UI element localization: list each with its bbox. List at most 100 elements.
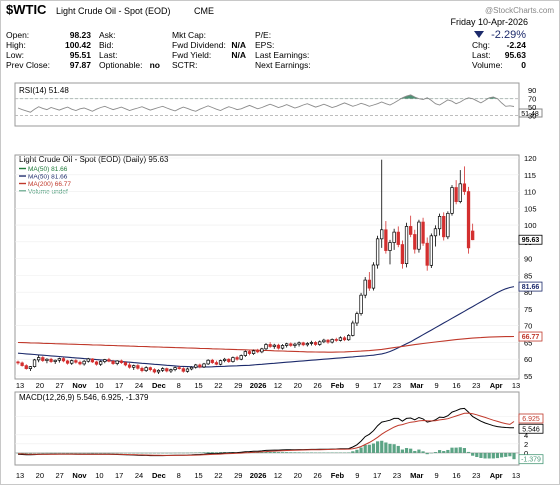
- x-tick-label: 23: [393, 471, 401, 480]
- x-tick-label: 13: [512, 381, 520, 390]
- ma200-value-label-box: [518, 331, 543, 342]
- macd-last-box: [518, 413, 544, 424]
- x-tick-label: Apr: [490, 381, 503, 390]
- candle-body: [74, 360, 78, 363]
- candle-body: [351, 322, 355, 336]
- candle-body: [301, 342, 305, 346]
- price-y-tick: 100: [524, 221, 537, 230]
- change-percent: -2.29%: [491, 29, 526, 41]
- macd-histogram-bar: [450, 447, 454, 453]
- x-tick-label: 2026: [250, 471, 267, 480]
- stats-table: Open: 98.23 High: 100.42 Low: 95.51 Prev Close…: [6, 30, 526, 70]
- macd-histogram-bar: [272, 451, 276, 453]
- ma50-value-label: 81.66: [522, 284, 540, 291]
- x-tick-label: 9: [435, 381, 439, 390]
- stat-value: 97.87: [70, 60, 92, 70]
- candle-body: [359, 294, 363, 314]
- stat-label: Ask:: [99, 30, 116, 40]
- candle-body: [41, 357, 45, 361]
- candle-body: [247, 351, 252, 354]
- x-tick-label: 24: [135, 471, 143, 480]
- price-y-tick: 80: [524, 288, 532, 297]
- x-tick-label: 13: [16, 471, 24, 480]
- candle-body: [210, 359, 214, 363]
- macd-histogram-bar: [409, 448, 413, 453]
- candle-body: [194, 364, 198, 368]
- macd-histogram-bar: [500, 452, 504, 458]
- candle-body: [367, 279, 371, 289]
- stat-label: P/E:: [255, 30, 271, 40]
- x-tick-label: 16: [452, 381, 460, 390]
- candle-body: [32, 359, 37, 367]
- x-tick-label: Nov: [72, 381, 87, 390]
- macd-histogram-bar: [384, 442, 388, 453]
- candle-body: [330, 339, 334, 343]
- ma200-value-label: 66.77: [522, 334, 540, 341]
- macd-y-tick: 2: [524, 440, 528, 449]
- candle-body: [99, 361, 103, 365]
- instrument-name: Light Crude Oil - Spot (EOD): [56, 6, 171, 16]
- macd-histogram-bar: [376, 441, 380, 453]
- stat-label: EPS:: [255, 40, 274, 50]
- macd-histogram-bar: [504, 452, 508, 457]
- stat-value: N/A: [231, 40, 246, 50]
- stat-label: Next Earnings:: [255, 60, 311, 70]
- candle-body: [24, 365, 28, 369]
- candle-body: [57, 358, 61, 361]
- macd-histogram-bar: [297, 452, 301, 453]
- macd-histogram-bar: [433, 452, 438, 453]
- candle-body: [433, 228, 438, 237]
- candle-body: [264, 344, 268, 350]
- candle-body: [78, 361, 82, 365]
- candle-body: [49, 358, 53, 362]
- candle-body: [61, 358, 66, 362]
- ma50-value-label-box: [518, 281, 543, 292]
- stat-value: 98.23: [70, 30, 92, 40]
- macd-histogram-bar: [495, 452, 500, 459]
- candle-body: [140, 367, 144, 371]
- stat-label: High:: [6, 40, 26, 50]
- macd-histogram-bar: [363, 444, 367, 453]
- candle-body: [334, 339, 338, 341]
- macd-histogram-bar: [24, 452, 28, 454]
- candle-body: [347, 335, 351, 341]
- candle-body: [442, 216, 446, 238]
- macd-histogram-bar: [380, 440, 384, 453]
- candle-body: [280, 345, 285, 349]
- down-arrow-icon: [474, 31, 484, 38]
- candle-body: [103, 359, 107, 362]
- x-tick-label: Dec: [152, 471, 166, 480]
- price-y-tick: 85: [524, 271, 532, 280]
- stat-label: Last Earnings:: [255, 50, 309, 60]
- x-tick-label: Mar: [410, 471, 423, 480]
- candle-body: [107, 359, 111, 362]
- macd-histogram-bar: [442, 451, 446, 453]
- candle-body: [318, 341, 322, 345]
- macd-histogram-bar: [421, 451, 425, 453]
- candle-body: [165, 368, 169, 372]
- x-tick-label: Dec: [152, 381, 166, 390]
- candle-body: [123, 362, 128, 366]
- macd-histogram-bar: [425, 452, 429, 455]
- candle-body: [37, 357, 41, 361]
- x-tick-label: 22: [214, 381, 222, 390]
- macd-y-tick: 0: [524, 449, 528, 458]
- rsi-title: RSI(14) 51.48: [19, 86, 69, 95]
- candle-body: [115, 360, 119, 364]
- x-tick-label: 20: [36, 381, 44, 390]
- x-tick-label: 20: [294, 381, 302, 390]
- rsi-y-tick: 50: [528, 103, 536, 112]
- candle-body: [65, 360, 70, 364]
- macd-histogram-bar: [475, 452, 479, 458]
- rsi-y-tick: 30: [528, 112, 536, 121]
- price-panel: Light Crude Oil - Spot (EOD) (Daily) 95.…: [14, 154, 543, 381]
- rsi-line: [17, 94, 515, 113]
- macd-histogram-bar: [413, 450, 417, 453]
- macd-histogram-bar: [371, 443, 376, 453]
- macd-histogram-bar: [471, 452, 475, 456]
- x-tick-label: 13: [512, 471, 520, 480]
- symbol-title: $WTIC: [6, 2, 47, 17]
- stat-label: Fwd Yield:: [172, 50, 211, 60]
- x-tick-label: 17: [115, 471, 123, 480]
